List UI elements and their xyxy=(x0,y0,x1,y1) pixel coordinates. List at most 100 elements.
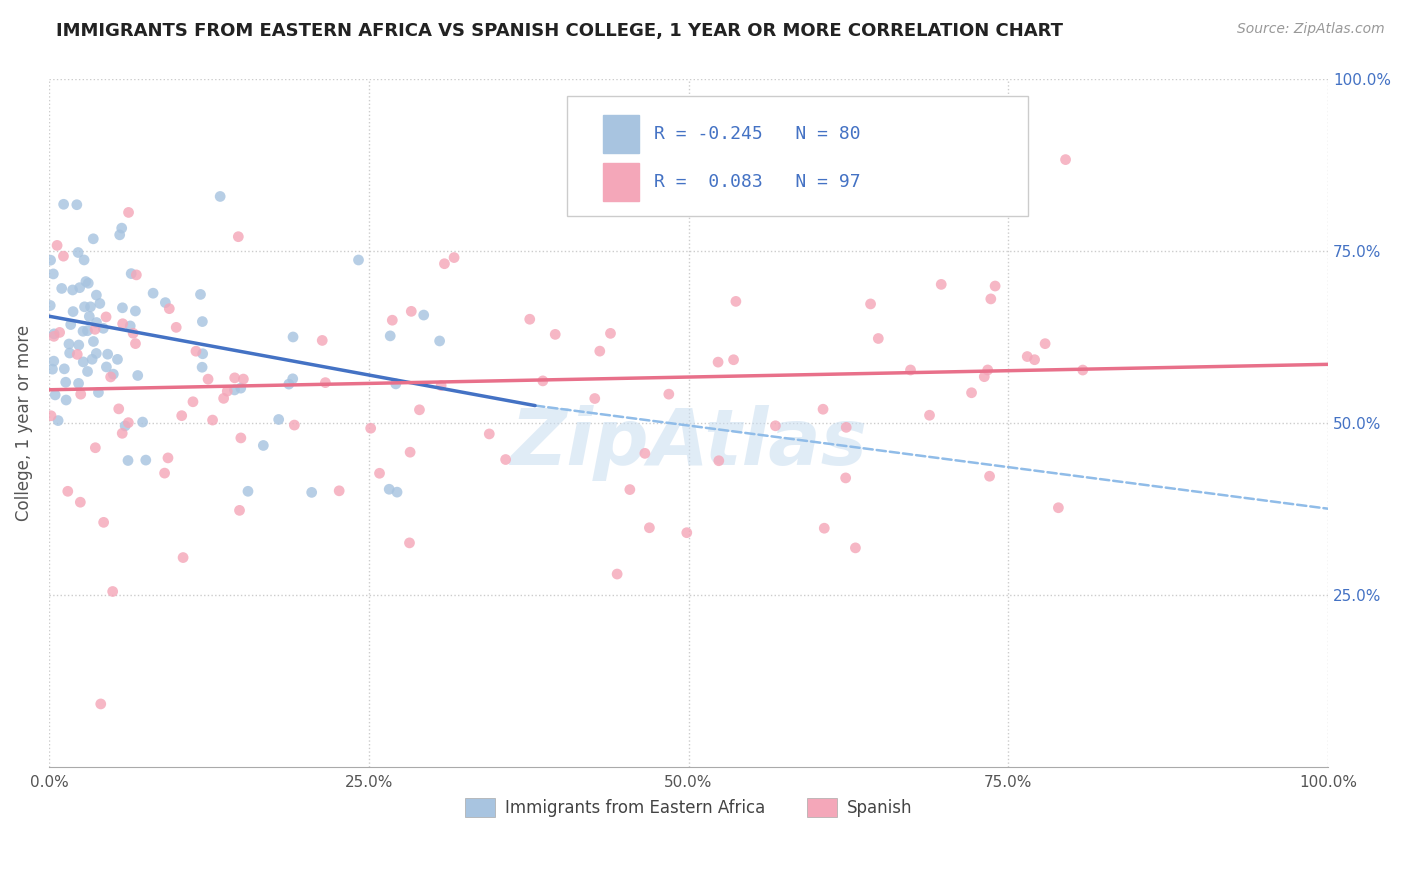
Point xyxy=(224,371,246,385)
Point xyxy=(960,385,983,400)
Point xyxy=(973,369,995,384)
Point xyxy=(675,525,697,540)
Point xyxy=(111,317,134,331)
Point xyxy=(368,467,391,481)
Point xyxy=(236,484,259,499)
Point xyxy=(634,446,657,460)
Point xyxy=(86,316,108,330)
Point xyxy=(859,297,882,311)
Point xyxy=(311,334,333,348)
Point xyxy=(813,521,835,535)
Point xyxy=(46,414,69,428)
Point xyxy=(638,521,661,535)
Point xyxy=(229,431,252,445)
Point xyxy=(39,253,62,268)
Point xyxy=(111,301,134,315)
Point xyxy=(93,516,115,530)
Point xyxy=(76,364,98,378)
Point xyxy=(228,229,250,244)
Point xyxy=(89,296,111,310)
Point xyxy=(59,346,82,360)
Point xyxy=(127,368,149,383)
Point xyxy=(191,315,214,329)
Point xyxy=(191,347,214,361)
Point xyxy=(443,251,465,265)
Point xyxy=(96,359,118,374)
Point xyxy=(107,352,129,367)
Point xyxy=(124,304,146,318)
Point xyxy=(72,324,94,338)
Point xyxy=(1047,500,1070,515)
Point xyxy=(55,376,77,390)
Point xyxy=(124,336,146,351)
Point xyxy=(62,304,84,318)
Point xyxy=(42,329,65,343)
Point xyxy=(398,536,420,550)
Point xyxy=(101,584,124,599)
Point xyxy=(77,277,100,291)
Point xyxy=(82,334,104,349)
Point xyxy=(135,453,157,467)
Point xyxy=(42,354,65,368)
Y-axis label: College, 1 year or more: College, 1 year or more xyxy=(15,325,32,521)
Point xyxy=(111,221,134,235)
Point xyxy=(599,326,621,341)
Point xyxy=(723,352,745,367)
Point xyxy=(97,347,120,361)
Point xyxy=(430,378,453,392)
Point xyxy=(62,283,84,297)
Point xyxy=(48,326,70,340)
Point xyxy=(84,322,107,336)
Point xyxy=(52,249,75,263)
Point xyxy=(658,387,681,401)
Point xyxy=(86,288,108,302)
Point xyxy=(165,320,187,334)
Point xyxy=(108,227,131,242)
Point xyxy=(619,483,641,497)
Point xyxy=(107,401,129,416)
Point xyxy=(918,409,941,423)
Point xyxy=(44,388,66,402)
Point xyxy=(381,313,404,327)
Point xyxy=(1024,352,1046,367)
Point xyxy=(281,330,304,344)
Point xyxy=(979,469,1001,483)
Point xyxy=(328,483,350,498)
Point xyxy=(209,189,232,203)
Point xyxy=(66,347,89,361)
Point xyxy=(79,310,101,324)
Point xyxy=(39,409,62,423)
Point xyxy=(122,326,145,341)
Point xyxy=(117,453,139,467)
Point xyxy=(46,238,69,252)
Point xyxy=(53,361,76,376)
Point xyxy=(103,367,125,381)
Point xyxy=(976,363,998,377)
Point xyxy=(181,394,204,409)
Point xyxy=(385,376,408,391)
Point xyxy=(69,281,91,295)
Point xyxy=(1071,363,1094,377)
Point xyxy=(834,471,856,485)
Point xyxy=(707,355,730,369)
Point xyxy=(408,402,430,417)
Point xyxy=(100,370,122,384)
Point xyxy=(283,418,305,433)
Point xyxy=(156,450,179,465)
Point xyxy=(724,294,747,309)
Bar xyxy=(603,163,638,201)
Point xyxy=(41,362,63,376)
Point xyxy=(544,327,567,342)
Point xyxy=(111,426,134,441)
Point xyxy=(197,372,219,386)
Point xyxy=(117,416,139,430)
Point xyxy=(347,252,370,267)
Point xyxy=(87,385,110,400)
Text: R = -0.245   N = 80: R = -0.245 N = 80 xyxy=(654,125,860,143)
Point xyxy=(120,318,142,333)
Point xyxy=(79,300,101,314)
Point xyxy=(868,331,890,345)
Point xyxy=(401,304,423,318)
Point xyxy=(82,352,104,367)
Point xyxy=(606,567,628,582)
